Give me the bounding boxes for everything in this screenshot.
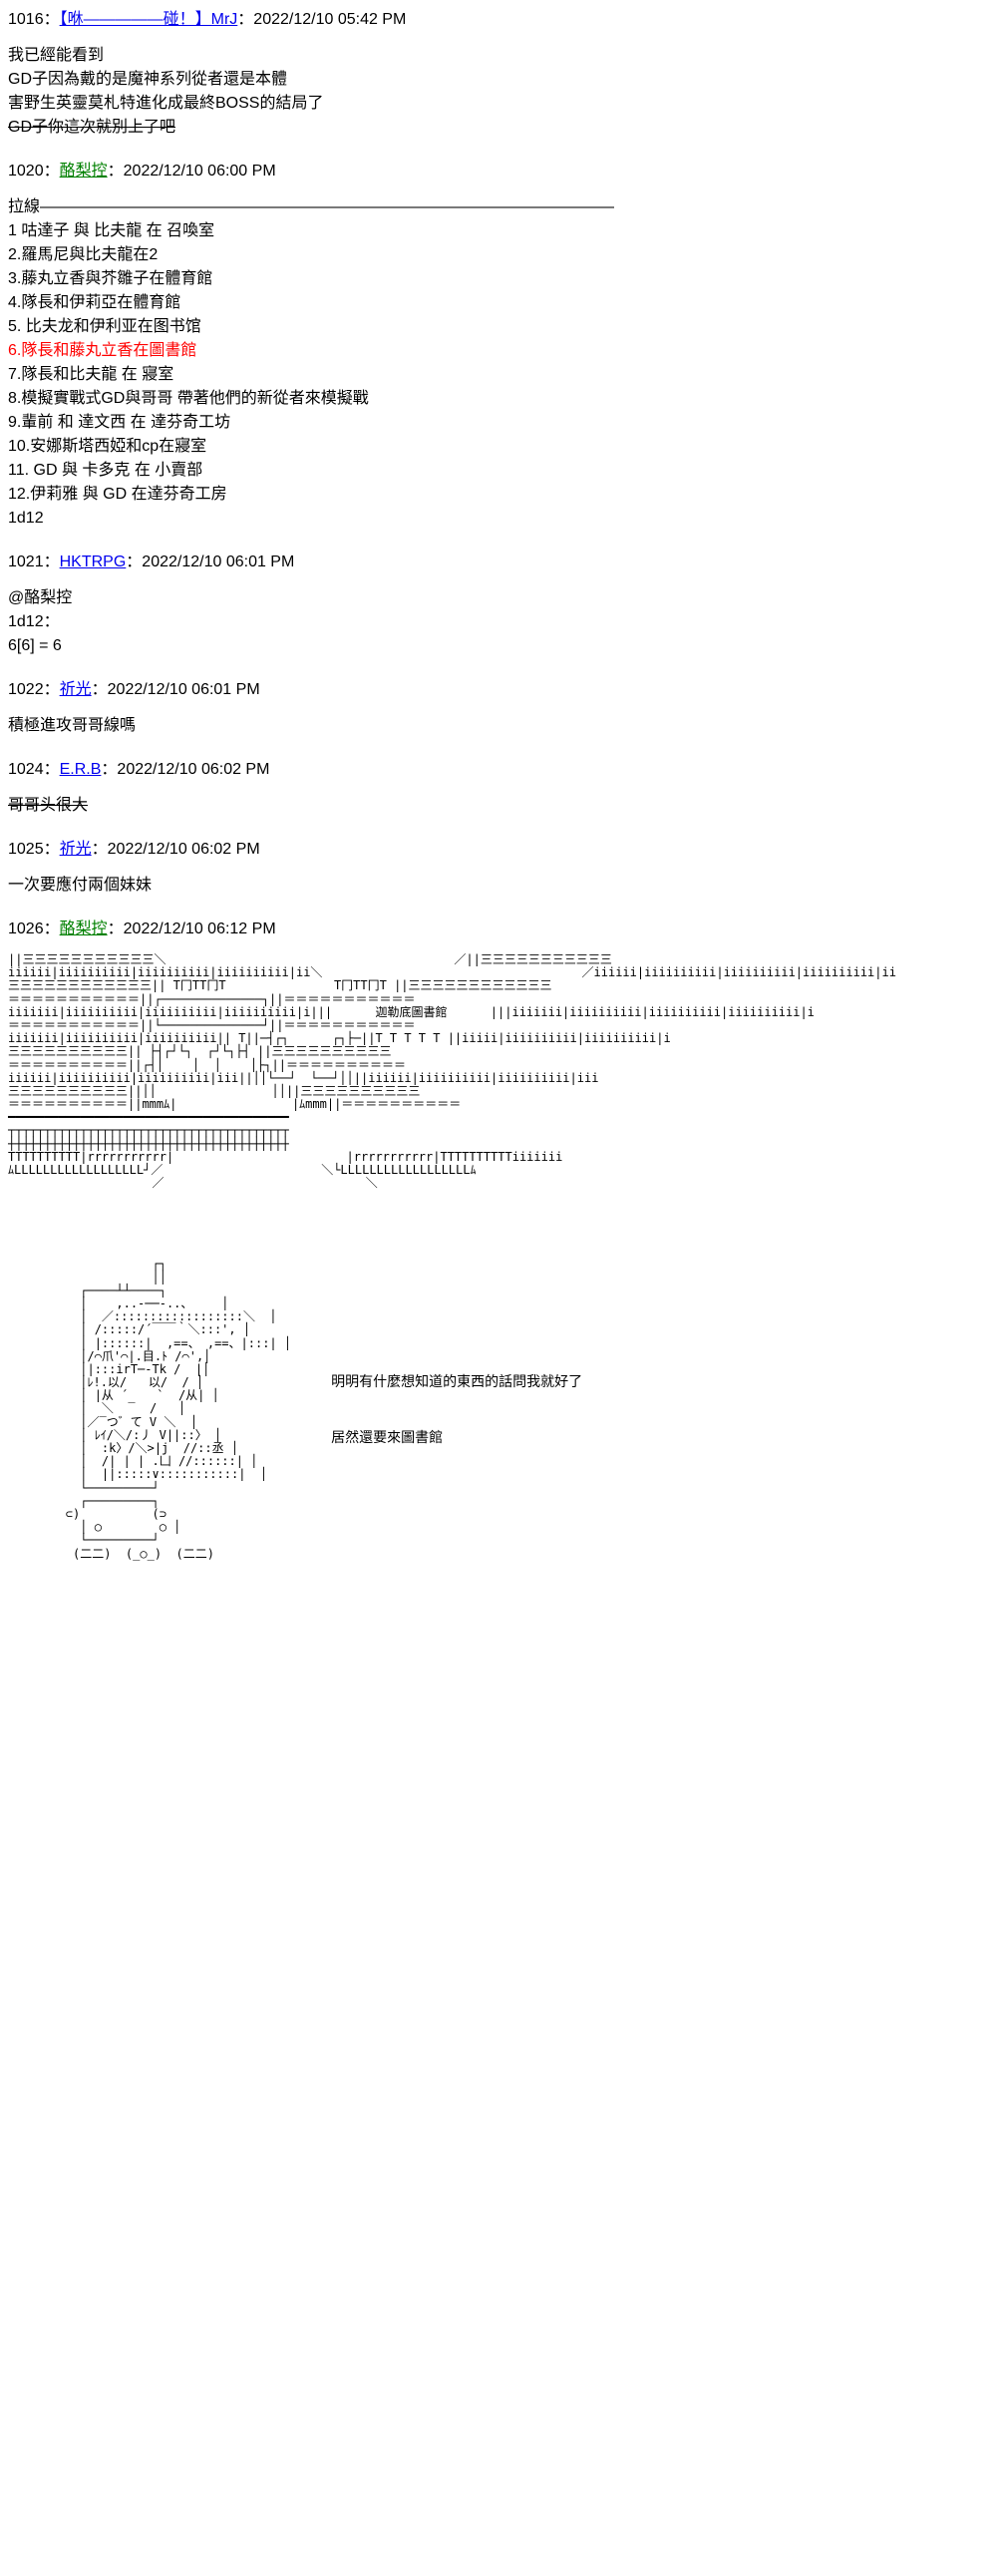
post-number: 1021 [8,553,44,570]
post-header: 1025：祈光：2022/12/10 06:02 PM [8,838,989,862]
user-link[interactable]: 酪梨控 [60,920,108,937]
forum-post: 1016：【咻—————碰！】MrJ：2022/12/10 05:42 PM 我… [8,8,989,140]
post-number: 1016 [8,11,44,28]
user-link[interactable]: 【咻—————碰！】MrJ [60,11,238,28]
post-line: 我已經能看到 [8,47,104,64]
post-body: 一次要應付兩個妹妹 [8,874,989,898]
post-header: 1020：酪梨控：2022/12/10 06:00 PM [8,160,989,184]
ascii-art-character: ┌┐ ││ ┌────┴┴────┐ │ ,..-──-..、 │ │ ／:::… [8,1258,291,1560]
post-line: GD子因為戴的是魔神系列從者還是本體 [8,71,287,88]
post-strikethrough: GD子你這次就別上了吧 [8,119,175,136]
post-red-line: 6.隊長和藤丸立香在圖書館 [8,342,196,359]
dialogue-line: 明明有什麼想知道的東西的話問我就好了 [331,1367,582,1395]
dialogue-line: 居然還要來圖書館 [331,1423,582,1451]
post-text: 拉線———————————————————————————————————— 1… [8,198,614,335]
post-text: 7.隊長和比夫龍 在 寢室 8.模擬實戰式GD與哥哥 帶著他們的新從者來模擬戰 … [8,366,369,527]
post-timestamp: 2022/12/10 06:02 PM [108,841,260,858]
post-line: 害野生英靈莫札特進化成最終BOSS的結局了 [8,95,323,112]
user-link[interactable]: 酪梨控 [60,163,108,180]
post-header: 1021：HKTRPG：2022/12/10 06:01 PM [8,551,989,574]
post-header: 1024：E.R.B：2022/12/10 06:02 PM [8,758,989,782]
ascii-art-building: ||三三三三三三三三三三三＼ ／||三三三三三三三三三三三 iiiiii|iii… [8,953,989,1190]
post-number: 1022 [8,681,44,698]
post-timestamp: 2022/12/10 06:01 PM [142,553,294,570]
forum-post: 1021：HKTRPG：2022/12/10 06:01 PM @酪梨控 1d1… [8,551,989,658]
post-header: 1016：【咻—————碰！】MrJ：2022/12/10 05:42 PM [8,8,989,32]
post-body: 我已經能看到 GD子因為戴的是魔神系列從者還是本體 害野生英靈莫札特進化成最終B… [8,44,989,140]
post-strikethrough: 哥哥头很大 [8,797,88,814]
ascii-row: ┌┐ ││ ┌────┴┴────┐ │ ,..-──-..、 │ │ ／:::… [8,1248,989,1570]
forum-post: 1022：祈光：2022/12/10 06:01 PM 積極進攻哥哥線嗎 [8,678,989,738]
post-number: 1024 [8,761,44,778]
user-link[interactable]: 祈光 [60,841,92,858]
post-timestamp: 2022/12/10 06:00 PM [124,163,276,180]
post-timestamp: 2022/12/10 06:01 PM [108,681,260,698]
forum-post: 1025：祈光：2022/12/10 06:02 PM 一次要應付兩個妹妹 [8,838,989,898]
post-header: 1026：酪梨控：2022/12/10 06:12 PM [8,918,989,941]
forum-post: 1024：E.R.B：2022/12/10 06:02 PM 哥哥头很大 [8,758,989,818]
forum-post: 1026：酪梨控：2022/12/10 06:12 PM ||三三三三三三三三三… [8,918,989,1571]
forum-post: 1020：酪梨控：2022/12/10 06:00 PM 拉線—————————… [8,160,989,531]
post-number: 1026 [8,920,44,937]
user-link[interactable]: E.R.B [60,761,102,778]
post-timestamp: 2022/12/10 06:02 PM [117,761,269,778]
side-dialogue: 明明有什麼想知道的東西的話問我就好了 居然還要來圖書館 [331,1367,582,1451]
post-timestamp: 2022/12/10 06:12 PM [124,920,276,937]
post-body: 拉線———————————————————————————————————— 1… [8,195,989,531]
post-header: 1022：祈光：2022/12/10 06:01 PM [8,678,989,702]
post-number: 1025 [8,841,44,858]
post-body: @酪梨控 1d12： 6[6] = 6 [8,586,989,658]
post-timestamp: 2022/12/10 05:42 PM [253,11,406,28]
post-number: 1020 [8,163,44,180]
post-body: 哥哥头很大 [8,794,989,818]
user-link[interactable]: HKTRPG [60,553,127,570]
user-link[interactable]: 祈光 [60,681,92,698]
post-body: 積極進攻哥哥線嗎 [8,714,989,738]
